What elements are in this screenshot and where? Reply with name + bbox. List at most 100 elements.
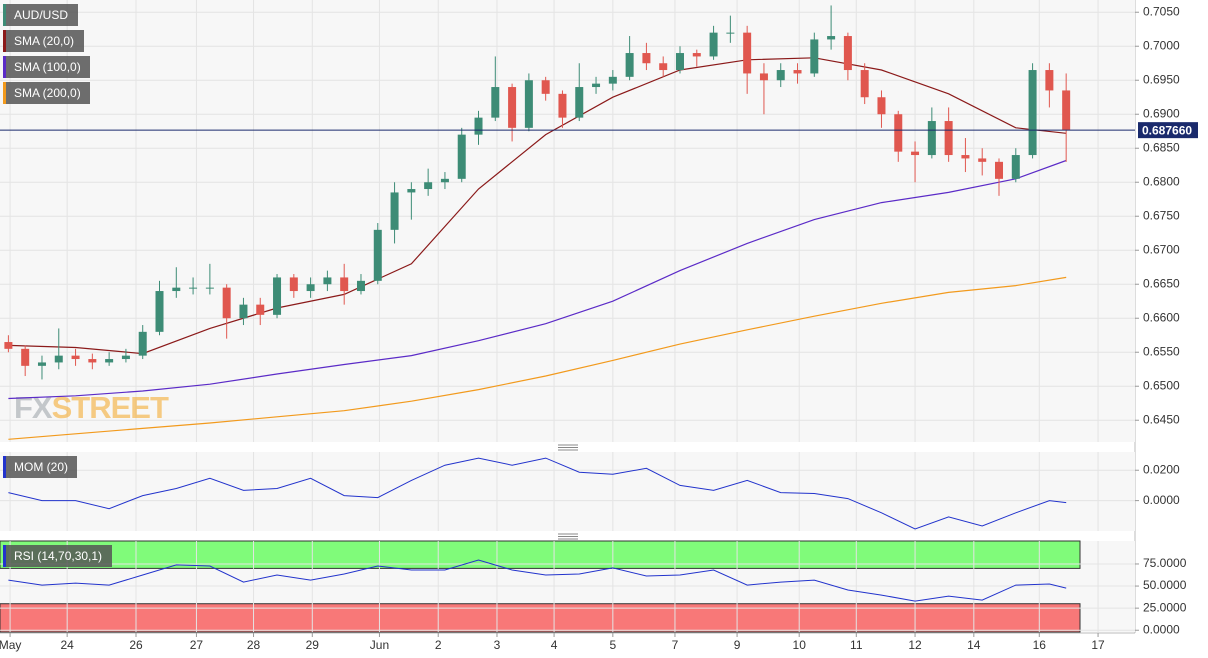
candle-body — [4, 342, 13, 349]
legend-box — [3, 456, 77, 478]
panels — [0, 0, 1135, 633]
candle-body — [1062, 90, 1071, 130]
candle-body — [239, 304, 248, 319]
panel-background — [0, 452, 1135, 531]
x-tick-label: 3 — [494, 638, 501, 652]
legend-label: RSI (14,70,30,1) — [14, 549, 102, 563]
candle-body — [575, 87, 584, 118]
candle-body — [860, 70, 869, 98]
y-tick-label: 0.0000 — [1143, 622, 1180, 636]
candle-body — [54, 355, 63, 363]
y-tick-label: 0.7050 — [1143, 4, 1180, 18]
candle-body — [121, 355, 130, 360]
legend-label: SMA (20,0) — [14, 34, 74, 48]
candle-body — [608, 76, 617, 84]
y-tick-label: 0.6650 — [1143, 276, 1180, 290]
candle-body — [995, 161, 1004, 179]
candle-body — [273, 277, 282, 315]
panel-background — [0, 0, 1135, 442]
y-tick-label: 0.6850 — [1143, 140, 1180, 154]
candle-body — [877, 97, 886, 115]
y-tick-label: 75.0000 — [1143, 556, 1187, 570]
y-tick-label: 0.0200 — [1143, 462, 1180, 476]
y-tick-label: 0.6600 — [1143, 310, 1180, 324]
candle-body — [592, 83, 601, 88]
y-tick-label: 0.6900 — [1143, 106, 1180, 120]
candle-body — [37, 362, 46, 366]
y-tick-label: 0.6700 — [1143, 242, 1180, 256]
y-tick-label: 0.0000 — [1143, 493, 1180, 507]
indicator-line — [8, 559, 1067, 602]
sma-line — [8, 276, 1067, 440]
candle-body — [189, 287, 198, 289]
watermark: FXSTREET — [14, 390, 169, 425]
x-tick-label: 9 — [734, 638, 741, 652]
candle-body — [843, 36, 852, 71]
candle-body — [172, 287, 181, 292]
candle-body — [289, 277, 298, 292]
x-tick-label: 5 — [609, 638, 616, 652]
candle-body — [356, 280, 365, 292]
candle-body — [692, 53, 701, 57]
x-tick-label: 28 — [247, 638, 261, 652]
candle-body — [424, 182, 433, 190]
candle-body — [508, 87, 517, 128]
candle-body — [793, 70, 802, 74]
x-tick-label: 10 — [793, 638, 807, 652]
candle-body — [440, 178, 449, 183]
candle-body — [642, 53, 651, 64]
candle-body — [21, 348, 30, 366]
candle-body — [911, 151, 920, 156]
candle-body — [1011, 155, 1020, 179]
candle-body — [155, 291, 164, 332]
candle-body — [407, 189, 416, 193]
legend-label: SMA (200,0) — [14, 86, 81, 100]
candle-body — [827, 36, 836, 40]
legend-swatch — [3, 456, 6, 478]
candle-body — [709, 32, 718, 57]
x-tick-label: 17 — [1091, 638, 1105, 652]
candle-body — [138, 331, 147, 356]
x-tick-label: 27 — [190, 638, 204, 652]
candle-body — [978, 158, 987, 162]
y-tick-label: 0.7000 — [1143, 38, 1180, 52]
y-tick-label: 0.6550 — [1143, 344, 1180, 358]
legend-box — [3, 30, 84, 52]
candle-body — [810, 39, 819, 74]
x-tick-label: 11 — [850, 638, 863, 652]
y-tick-label: 0.6800 — [1143, 174, 1180, 188]
candle-body — [726, 32, 735, 34]
legend-swatch — [3, 30, 6, 52]
legend-swatch — [3, 545, 6, 567]
candle-body — [256, 304, 265, 315]
x-tick-label: May — [0, 638, 21, 652]
legend-label: AUD/USD — [14, 8, 68, 22]
legend-box — [3, 56, 90, 78]
y-tick-label: 0.6450 — [1143, 412, 1180, 426]
y-tick-label: 0.6950 — [1143, 72, 1180, 86]
legend-swatch — [3, 56, 6, 78]
panel-handle — [558, 444, 578, 540]
candle-body — [222, 287, 231, 319]
x-tick-label: 4 — [551, 638, 558, 652]
candle-body — [1028, 70, 1037, 156]
candle-body — [205, 287, 214, 289]
legend-box — [3, 82, 90, 104]
candle-body — [961, 155, 970, 159]
last-price-label: 0.687660 — [1142, 123, 1192, 137]
candle-body — [1045, 70, 1054, 91]
x-tick-label: 26 — [129, 638, 143, 652]
x-tick-label: 7 — [672, 638, 679, 652]
candle-body — [776, 70, 785, 81]
y-tick-label: 50.0000 — [1143, 578, 1187, 592]
x-tick-label: 14 — [967, 638, 981, 652]
candle-body — [88, 359, 97, 363]
candle-body — [474, 117, 483, 135]
candle-body — [323, 277, 332, 285]
candle-body — [625, 53, 634, 77]
candle-body — [373, 229, 382, 281]
candle-body — [390, 192, 399, 230]
x-tick-label: Jun — [370, 638, 389, 652]
